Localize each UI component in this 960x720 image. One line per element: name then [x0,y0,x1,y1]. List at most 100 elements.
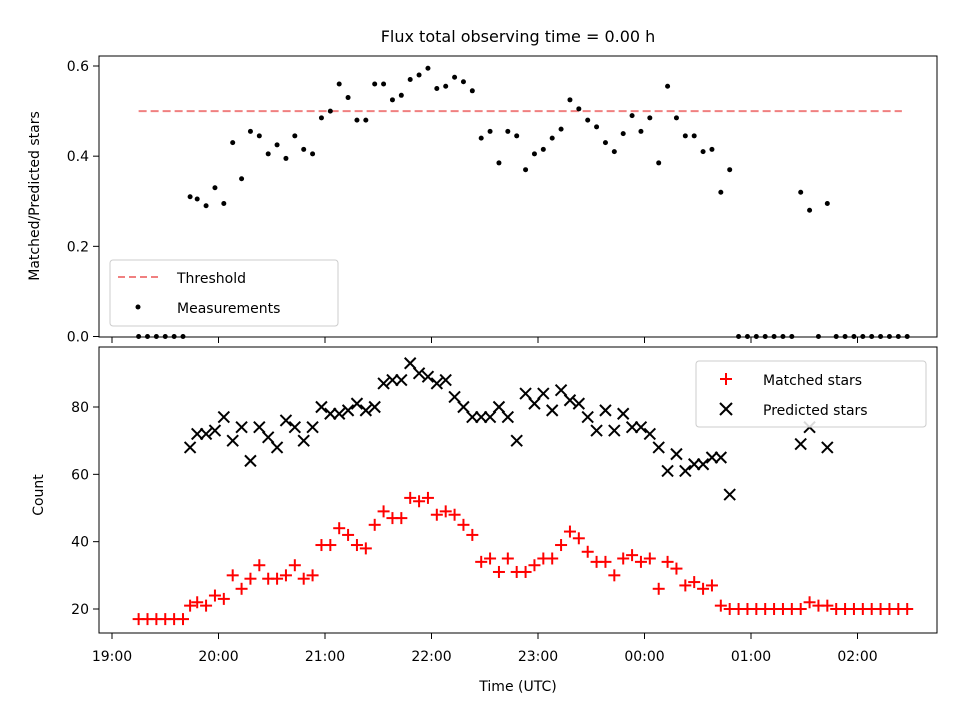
matched-star-point [652,582,665,595]
measurement-point [549,135,555,141]
top-legend-box [109,259,339,327]
measurement-point [576,106,582,112]
predicted-star-point [332,407,346,420]
predicted-star-point [403,357,417,370]
matched-star-point [235,582,248,595]
predicted-star-point [244,454,257,468]
matched-star-point [714,599,727,612]
measurement-point [327,108,333,114]
matched-star-point [333,522,346,535]
measurement-point [478,135,484,141]
bottom-legend-box [695,360,927,428]
matched-star-point [626,549,639,562]
measurement-point [194,196,200,202]
predicted-star-point [537,387,550,400]
predicted-star-point [208,424,222,437]
matched-star-point [306,569,319,582]
predicted-star-point [634,420,648,434]
measurement-point [354,117,360,123]
predicted-star-point [794,437,807,451]
predicted-star-point [554,383,568,397]
bottom-x-tick-label: 19:00 [92,649,132,665]
measurement-point [416,72,422,78]
matched-star-point [555,539,568,552]
predicted-star-point [412,367,426,380]
measurement-point [656,160,662,166]
measurement-point [691,133,697,139]
measurement-point [514,133,520,139]
predicted-star-point [306,420,319,434]
measurement-point [620,131,626,137]
top-legend: Threshold Measurements [109,259,339,327]
predicted-star-point [377,377,390,390]
legend-predicted-label: Predicted stars [763,403,868,419]
matched-star-point [279,569,292,582]
measurement-point [372,81,378,87]
predicted-star-point [217,410,231,424]
measurement-point [594,124,600,130]
predicted-star-point [315,400,328,414]
matched-star-point [475,555,488,568]
matched-stars-series [132,491,914,626]
measurement-point [523,167,529,173]
predicted-star-point [324,407,337,420]
predicted-star-point [545,404,559,417]
matched-star-point [226,569,239,582]
measurement-point [389,97,395,103]
measurement-point [425,65,431,71]
matched-star-point [297,572,310,585]
matched-star-point [271,572,284,585]
predicted-star-point [528,397,541,410]
legend-measurements-swatch [135,304,141,310]
measurement-point [824,201,830,207]
predicted-star-point [581,410,594,424]
measurement-point [265,151,271,157]
legend-predicted-swatch [719,402,733,416]
bottom-panel: 20 40 60 80 19:00 20:00 21:00 22:00 23:00 00:00 0… [31,346,938,695]
matched-star-point [244,572,257,585]
measurement-point [398,92,404,98]
matched-star-point [457,518,470,531]
predicted-star-point [270,441,284,454]
measurement-point [292,133,298,139]
matched-star-point [439,505,452,518]
bottom-x-tick-label: 22:00 [411,649,451,665]
matched-star-point [688,576,701,589]
matched-star-point [448,508,461,521]
predicted-star-point [625,420,639,434]
legend-measurements-label: Measurements [177,301,280,317]
predicted-star-point [723,488,736,501]
measurement-point [665,83,671,89]
bottom-x-tick-label: 21:00 [305,649,345,665]
legend-matched-label: Matched stars [763,373,862,389]
measurement-point [434,86,440,92]
measurement-point [700,149,706,155]
top-x-ticks [111,337,858,343]
measurement-point [487,128,493,134]
predicted-star-point [359,404,373,417]
matched-star-point [794,603,807,615]
predicted-star-point [643,427,657,441]
matched-star-point [395,512,408,525]
measurement-point [540,146,546,152]
measurement-point [531,151,537,157]
predicted-star-point [679,464,692,478]
predicted-star-point [661,464,674,478]
bottom-x-tick-label: 02:00 [837,649,877,665]
measurement-point [558,126,564,132]
measurement-point [310,151,316,157]
predicted-star-point [350,397,364,410]
predicted-star-point [652,441,665,454]
bottom-x-tick-label: 20:00 [198,649,238,665]
matched-star-point [803,596,816,609]
matched-star-point [484,552,497,565]
matched-star-point [608,569,621,582]
measurement-point [336,81,342,87]
legend-matched-swatch [720,373,732,385]
predicted-star-point [510,434,523,447]
matched-star-point [901,603,914,615]
predicted-star-point [199,427,213,441]
measurement-point [203,203,209,209]
predicted-star-point [421,370,435,383]
